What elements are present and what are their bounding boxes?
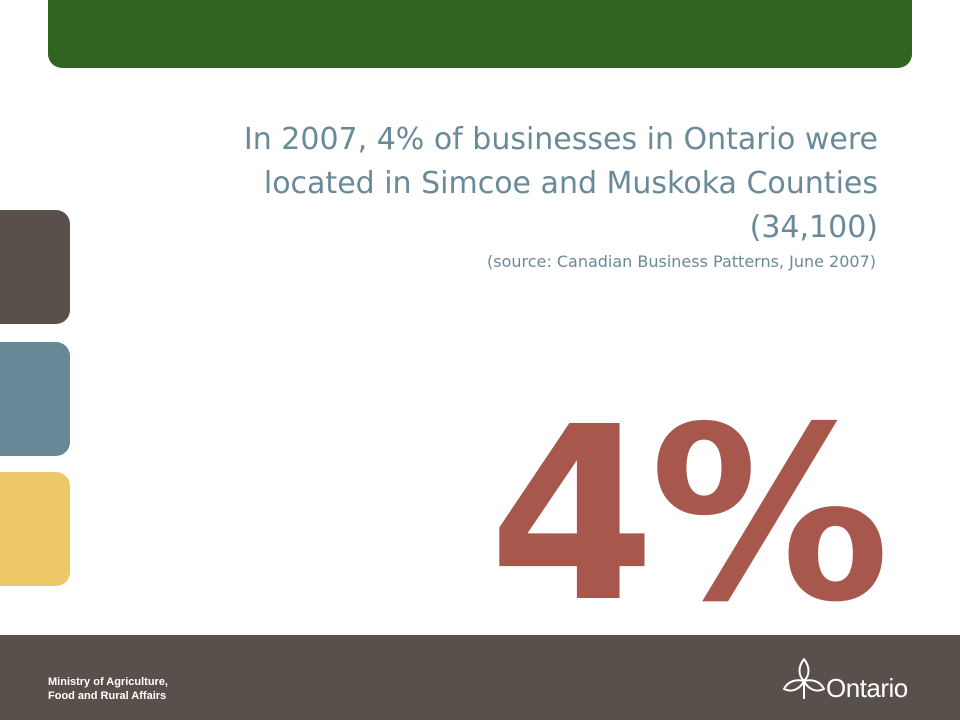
ministry-line: Food and Rural Affairs bbox=[48, 690, 167, 702]
headline-line: (34,100) bbox=[749, 210, 878, 245]
footer: Ministry of Agriculture, Food and Rural … bbox=[0, 635, 960, 720]
trillium-logo bbox=[783, 658, 825, 699]
side-tab bbox=[0, 210, 70, 324]
side-tab bbox=[0, 342, 70, 456]
ministry-name: Ministry of Agriculture, Food and Rural … bbox=[48, 675, 168, 703]
top-bar bbox=[48, 0, 912, 68]
headline-line: In 2007, 4% of businesses in Ontario wer… bbox=[243, 122, 878, 157]
headline-line: located in Simcoe and Muskoka Counties bbox=[263, 166, 878, 201]
source-note: (source: Canadian Business Patterns, Jun… bbox=[486, 252, 876, 271]
side-tab bbox=[0, 472, 70, 586]
logo-text: Ontario bbox=[826, 673, 908, 703]
headline: In 2007, 4% of businesses in Ontario wer… bbox=[244, 118, 878, 250]
ministry-line: Ministry of Agriculture, bbox=[48, 676, 168, 688]
big-number: 4% bbox=[488, 375, 890, 655]
